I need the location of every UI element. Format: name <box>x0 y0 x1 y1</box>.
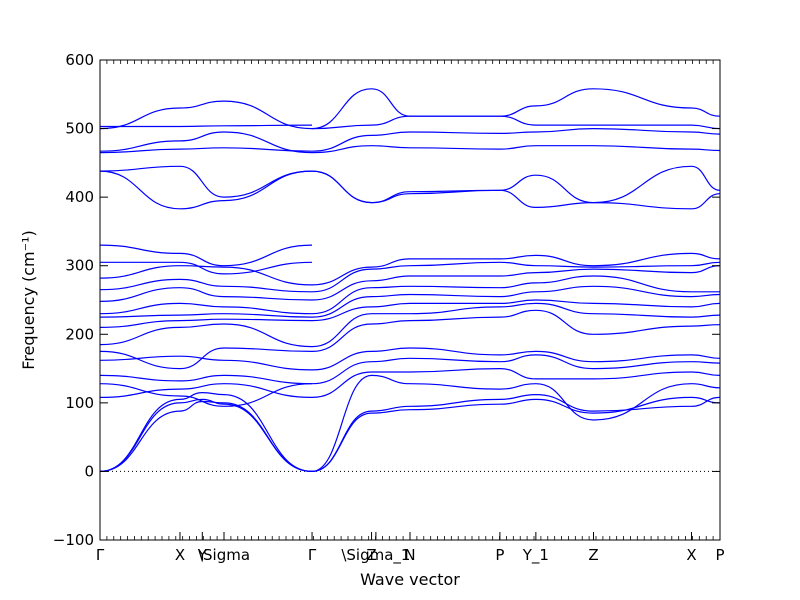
band-line-16 <box>99 261 313 275</box>
band-line-43 <box>311 88 721 130</box>
band-line-19 <box>99 170 313 210</box>
band-line-21 <box>99 131 313 154</box>
x-tick-label: Y_1 <box>522 546 549 565</box>
band-line-30 <box>311 309 721 352</box>
band-line-37 <box>311 252 721 286</box>
x-axis-label: Wave vector <box>360 570 460 589</box>
band-line-25 <box>311 393 721 472</box>
band-line-13 <box>99 287 313 302</box>
band-line-27 <box>311 367 721 398</box>
band-line-17 <box>99 244 313 267</box>
band-line-35 <box>311 265 721 301</box>
y-tick-label: 200 <box>65 325 94 343</box>
band-line-15 <box>99 265 313 286</box>
band-line-31 <box>311 302 721 348</box>
band-line-2 <box>99 398 313 472</box>
x-axis-ticks: Γ X Y\Sigma Γ Z\Sigma_1N P Y_1 Z X P <box>96 532 725 565</box>
band-line-18 <box>99 165 313 198</box>
band-line-14 <box>99 278 313 293</box>
y-tick-label: 100 <box>65 394 94 412</box>
x-tick-label: P <box>495 546 504 564</box>
y-tick-label: 400 <box>65 188 94 206</box>
y-tick-label: 0 <box>84 462 94 480</box>
band-line-29 <box>311 347 721 371</box>
y-tick-label: 500 <box>65 120 94 138</box>
band-line-9 <box>99 323 313 348</box>
band-line-39 <box>311 170 721 210</box>
x-tick-label: N <box>404 546 415 564</box>
band-line-32 <box>311 299 721 322</box>
x-tick-label: \Sigma <box>198 546 250 564</box>
band-line-22 <box>99 100 313 130</box>
y-tick-label: −100 <box>53 531 94 549</box>
x-tick-label: X <box>686 546 696 564</box>
band-line-40 <box>311 145 721 154</box>
x-tick-label: Y <box>197 546 208 564</box>
band-line-6 <box>99 374 313 385</box>
x-tick-label: Γ <box>308 546 317 564</box>
band-line-8 <box>99 347 313 370</box>
x-tick-label: Z <box>366 546 376 564</box>
x-tick-label: \Sigma_1 <box>341 546 410 565</box>
band-line-3 <box>99 391 313 472</box>
band-line-10 <box>99 318 313 328</box>
y-axis-label: Frequency (cm⁻¹) <box>19 230 38 369</box>
band-line-4 <box>99 383 313 398</box>
band-line-20 <box>99 147 313 154</box>
y-tick-label: 600 <box>65 51 94 69</box>
y-tick-label: 300 <box>65 257 94 275</box>
band-line-42 <box>311 88 721 130</box>
band-line-26 <box>311 374 721 472</box>
x-tick-label: Z <box>588 546 598 564</box>
band-line-12 <box>99 302 313 315</box>
band-line-36 <box>311 261 721 293</box>
plot-background <box>100 60 720 540</box>
x-minor-ticks <box>99 60 721 540</box>
bands-layer <box>99 88 721 472</box>
x-tick-label: P <box>715 546 724 564</box>
x-tick-label: X <box>175 546 185 564</box>
band-line-33 <box>311 285 721 318</box>
band-line-34 <box>311 275 720 315</box>
plot-frame <box>99 59 721 541</box>
band-line-5 <box>99 383 313 407</box>
band-line-41 <box>311 127 721 152</box>
band-line-11 <box>99 313 313 318</box>
band-line-28 <box>311 354 721 385</box>
band-line-24 <box>311 396 721 472</box>
x-tick-label: Γ <box>96 546 105 564</box>
band-line-23 <box>100 124 313 128</box>
